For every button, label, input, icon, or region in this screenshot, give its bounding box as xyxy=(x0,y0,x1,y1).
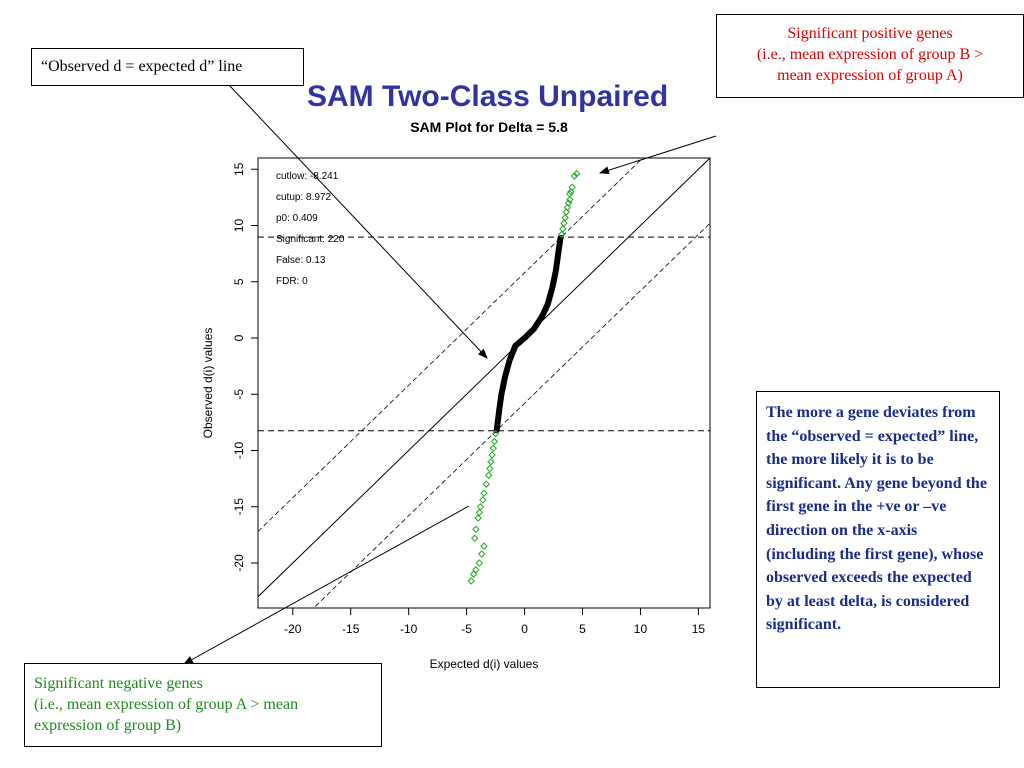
significance-note: The more a gene deviates from the “obser… xyxy=(756,391,1000,688)
stats-line: False: 0.13 xyxy=(276,255,326,266)
negative-callout-line-3: expression of group B) xyxy=(34,717,182,734)
nonsignificant-genes-series xyxy=(493,234,564,434)
x-tick-label: 15 xyxy=(692,622,706,636)
observed-line-callout-text: “Observed d = expected d” line xyxy=(41,58,243,75)
significant-gene-point xyxy=(472,525,480,533)
slide-title: SAM Two-Class Unpaired xyxy=(307,80,669,113)
significant-gene-point xyxy=(561,213,569,222)
y-tick-label: 0 xyxy=(232,334,246,341)
negative-genes-callout: Significant negative genes (i.e., mean e… xyxy=(24,663,382,747)
x-tick-label: 10 xyxy=(634,622,648,636)
stats-line: cutlow: -8.241 xyxy=(276,171,339,182)
significant-gene-point xyxy=(480,542,488,550)
y-tick-label: -10 xyxy=(232,442,246,460)
y-tick-label: 5 xyxy=(232,278,246,285)
significant-gene-point xyxy=(491,429,500,438)
y-tick-label: 10 xyxy=(232,219,246,233)
y-axis-label: Observed d(i) values xyxy=(201,328,215,439)
significant-gene-point xyxy=(475,559,484,567)
delta-band-line xyxy=(258,158,644,532)
significant-gene-point xyxy=(477,550,486,558)
significant-gene-point xyxy=(488,451,496,459)
positive-callout-line-2: (i.e., mean expression of group B > xyxy=(756,46,984,63)
significant-gene-point xyxy=(489,444,497,452)
significance-note-text: The more a gene deviates from the “obser… xyxy=(766,404,987,634)
significant-gene-point xyxy=(475,508,484,517)
positive-genes-arrow xyxy=(599,135,717,175)
positive-callout-line-1: Significant positive genes xyxy=(787,25,953,42)
y-tick-label: -5 xyxy=(232,389,246,400)
significant-gene-point xyxy=(471,534,479,542)
stats-line: Significant: 220 xyxy=(276,234,345,245)
x-tick-label: -15 xyxy=(342,622,360,636)
significant-gene-point xyxy=(487,458,495,466)
significant-gene-point xyxy=(482,480,491,488)
x-tick-label: -20 xyxy=(284,622,302,636)
observed-line-arrow xyxy=(228,84,488,359)
significant-gene-point xyxy=(476,503,485,511)
significant-gene-point xyxy=(560,219,568,227)
significant-gene-point xyxy=(486,464,494,473)
significant-gene-point xyxy=(573,170,581,178)
significant-gene-point xyxy=(474,514,482,522)
significant-gene-point xyxy=(568,183,576,191)
stats-line: FDR: 0 xyxy=(276,276,308,287)
x-tick-label: -10 xyxy=(400,622,418,636)
significant-gene-point xyxy=(567,188,575,196)
delta-band-line xyxy=(313,222,710,608)
positive-genes-callout: Significant positive genes (i.e., mean e… xyxy=(716,14,1024,98)
significant-gene-point xyxy=(559,225,567,233)
significant-gene-point xyxy=(484,471,493,479)
stats-line: cutup: 8.972 xyxy=(276,192,331,203)
significant-gene-point xyxy=(557,230,566,239)
significant-gene-point xyxy=(566,195,574,204)
plot-frame xyxy=(257,157,711,609)
chart-title: SAM Plot for Delta = 5.8 xyxy=(410,119,568,135)
x-tick-label: 0 xyxy=(521,622,528,636)
y-tick-label: 15 xyxy=(232,162,246,176)
negative-callout-line-2: (i.e., mean expression of group A > mean xyxy=(34,696,299,713)
significant-gene-point xyxy=(480,489,488,497)
positive-callout-line-3: mean expression of group A) xyxy=(777,67,963,84)
significant-gene-point xyxy=(563,203,572,212)
significant-gene-point xyxy=(570,172,579,180)
significant-gene-point xyxy=(490,437,499,446)
negative-callout-line-1: Significant negative genes xyxy=(34,675,203,692)
significant-gene-point xyxy=(566,190,574,198)
x-tick-label: -5 xyxy=(461,622,472,636)
y-tick-label: -20 xyxy=(232,554,246,572)
significant-gene-point xyxy=(469,570,478,578)
significant-gene-point xyxy=(472,566,480,574)
negative-genes-arrow xyxy=(183,505,470,665)
observed-line-callout: “Observed d = expected d” line xyxy=(31,48,304,86)
stats-line: p0: 0.409 xyxy=(276,213,318,224)
x-axis-label: Expected d(i) values xyxy=(430,657,539,671)
y-tick-label: -15 xyxy=(232,498,246,516)
x-tick-label: 5 xyxy=(579,622,586,636)
identity-line xyxy=(258,158,710,598)
significant-gene-point xyxy=(479,496,487,504)
significant-gene-point xyxy=(562,208,570,216)
significant-gene-point xyxy=(467,577,475,585)
